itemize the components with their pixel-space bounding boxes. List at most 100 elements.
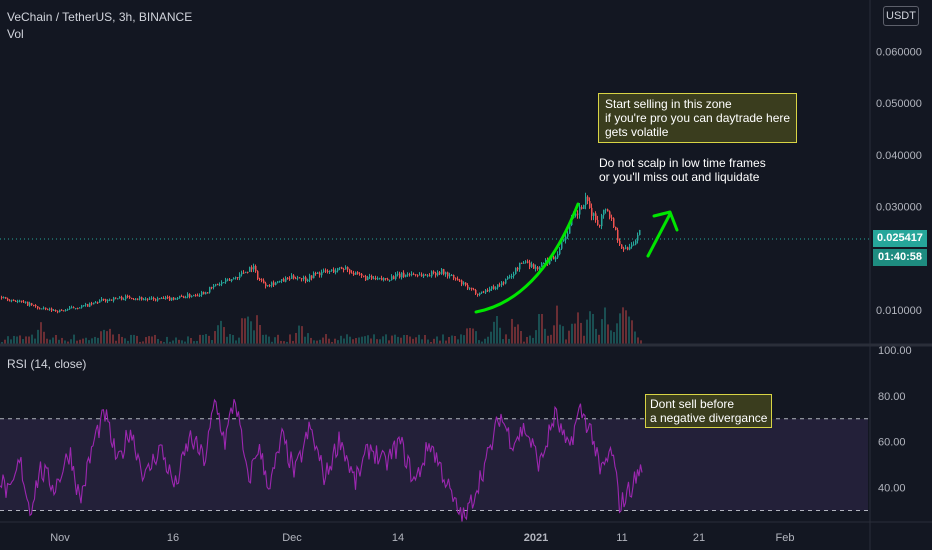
candle-body [457,278,459,281]
candle-body [111,299,113,301]
volume-bar [610,330,612,345]
volume-bar [349,336,351,345]
volume-bar [568,330,570,345]
volume-bar [589,311,591,345]
volume-bar [286,341,288,345]
candle-body [471,287,473,290]
candle-body [243,272,245,274]
volume-bar [565,339,567,345]
candle-body [529,262,531,267]
volume-legend[interactable]: Vol [7,27,24,41]
volume-bar [607,324,609,345]
symbol-title[interactable]: VeChain / TetherUS, 3h, BINANCE [7,10,193,24]
volume-bar [190,338,192,345]
volume-bar [274,337,276,345]
candle-body [97,302,99,304]
candle-body [59,309,61,313]
candle-body [89,303,91,307]
volume-bar [574,323,576,345]
volume-bar [301,326,303,345]
candle-body [231,279,233,281]
candle-body [385,278,387,280]
candle-body [277,281,279,283]
candle-body [605,209,607,211]
candle-body [127,295,129,297]
currency-badge[interactable]: USDT [883,6,919,26]
candle-body [155,299,157,301]
candle-body [563,239,565,242]
candle-body [597,219,599,225]
candle-body [75,308,77,310]
candle-body [27,301,29,306]
candle-body [343,269,345,271]
candle-body [533,264,535,269]
volume-bar [370,338,372,345]
candle-body [593,213,595,216]
candle-body [103,298,105,300]
volume-bar [196,340,198,345]
candle-body [1,296,3,298]
rsi-legend[interactable]: RSI (14, close) [7,357,87,371]
volume-bar [127,340,129,345]
candle-body [625,247,627,249]
candle-body [595,213,597,220]
volume-bar [547,335,549,345]
candle-body [49,308,51,310]
candle-body [83,305,85,307]
candle-body [537,267,539,270]
candle-body [543,263,545,265]
candle-body [203,292,205,295]
volume-bar [496,316,498,345]
candle-body [437,272,439,276]
candle-body [143,299,145,301]
candle-body [169,297,171,301]
volume-bar [487,336,489,345]
volume-bar [463,335,465,345]
time-axis-tick: 11 [616,532,627,544]
scalp-warning-note[interactable]: Do not scalp in low time frames or you'l… [599,156,766,184]
candle-body [327,271,329,273]
candle-body [507,277,509,280]
candle-body [13,299,15,301]
volume-bar [535,330,537,345]
trend-curve-annotation[interactable] [474,202,580,314]
candle-body [261,279,263,281]
volume-bar [253,330,255,345]
volume-bar [250,321,252,345]
candle-body [455,278,457,280]
candle-body [517,267,519,270]
candle-body [191,296,193,298]
candle-body [331,269,333,271]
candle-body [531,264,533,267]
candle-body [117,298,119,300]
candle-body [325,270,327,272]
upward-arrow-annotation[interactable] [646,210,679,258]
volume-bar [211,340,213,345]
candle-body [299,277,301,279]
volume-bar [40,322,42,345]
divergence-note[interactable]: Dont sell before a negative divergance [645,394,773,428]
volume-bar [310,337,312,345]
candle-body [269,285,271,287]
candle-body [429,275,431,277]
candle-body [347,266,349,270]
volume-bar [1,341,3,345]
candle-body [557,254,559,258]
time-axis-tick: Feb [776,532,795,544]
candle-body [395,274,397,280]
candle-body [287,277,289,279]
volume-bar [142,341,144,345]
volume-bar [16,336,18,345]
candle-body [23,301,25,303]
candle-body [439,272,441,274]
candle-body [487,290,489,292]
candle-body [119,296,121,299]
rsi-axis-tick: 80.00 [878,391,906,403]
candle-body [615,227,617,230]
volume-bar [406,335,408,345]
volume-bar [97,337,99,345]
candle-body [9,300,11,302]
sell-zone-note[interactable]: Start selling in this zone if you're pro… [598,93,798,143]
candle-body [177,297,179,299]
